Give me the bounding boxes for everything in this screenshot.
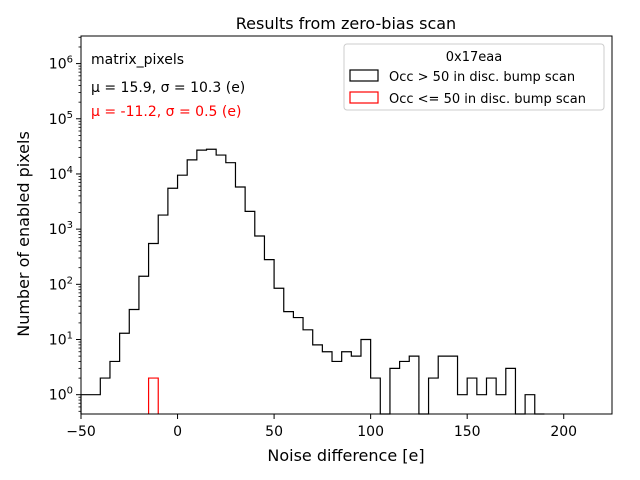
legend: 0x17eaa Occ > 50 in disc. bump scan Occ … xyxy=(343,43,605,111)
histogram-series-occ-le-50 xyxy=(147,377,159,414)
histogram-series-occ-gt-50 xyxy=(80,148,545,415)
chart-title: Results from zero-bias scan xyxy=(236,14,456,33)
y-tick-label: 100 xyxy=(49,386,73,404)
legend-entry-occ-le-50: Occ <= 50 in disc. bump scan xyxy=(389,92,586,107)
y-tick-label: 104 xyxy=(49,165,73,183)
legend-frame xyxy=(343,43,605,111)
legend-swatch-occ-le-50 xyxy=(349,91,379,104)
plot-area: −50 0 50 100 150 200 100 101 102 103 104 105 106 mat… xyxy=(49,35,613,440)
y-tick-label: 103 xyxy=(49,220,73,238)
annotation-label: matrix_pixels xyxy=(91,52,184,68)
annotation-fit-primary: μ = 15.9, σ = 10.3 (e) xyxy=(91,80,245,96)
legend-swatch-occ-gt-50 xyxy=(349,69,379,82)
legend-entry-occ-gt-50: Occ > 50 in disc. bump scan xyxy=(389,70,575,85)
legend-title: 0x17eaa xyxy=(446,50,502,65)
y-axis-label: Number of enabled pixels xyxy=(14,131,33,337)
tick-layer: −50 0 50 100 150 200 100 101 102 103 104 105 106 xyxy=(49,36,577,440)
x-tick-label: 150 xyxy=(454,424,481,440)
annotation-fit-secondary: μ = -11.2, σ = 0.5 (e) xyxy=(91,104,241,120)
x-axis-label: Noise difference [e] xyxy=(267,446,424,465)
y-tick-label: 102 xyxy=(49,275,73,293)
y-tick-label: 101 xyxy=(49,331,73,349)
axes-frame xyxy=(80,35,613,415)
annotation-layer: matrix_pixels μ = 15.9, σ = 10.3 (e) μ =… xyxy=(91,52,245,120)
histogram-layer xyxy=(80,148,545,415)
x-tick-label: 100 xyxy=(357,424,384,440)
y-tick-label: 105 xyxy=(49,110,73,128)
x-tick-label: 200 xyxy=(550,424,577,440)
x-tick-label: 50 xyxy=(265,424,283,440)
y-tick-label: 106 xyxy=(49,55,73,73)
x-tick-label: 0 xyxy=(173,424,182,440)
x-tick-label: −50 xyxy=(66,424,96,440)
